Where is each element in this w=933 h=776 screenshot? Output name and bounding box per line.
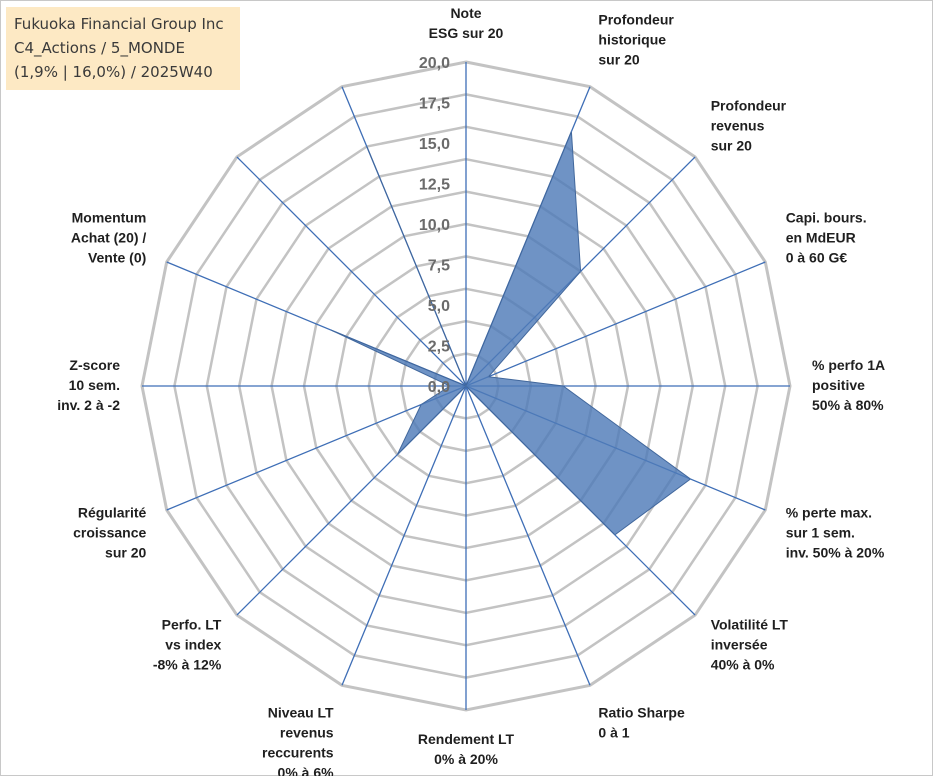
spoke-line: [465, 385, 591, 686]
axis-label-line: Profondeur: [711, 97, 787, 113]
data-point: [562, 385, 564, 387]
axis-label: Rendement LT 0% à 20%: [418, 731, 515, 767]
axis-label-line: Capi. bours.: [786, 210, 867, 226]
tick-label: 20,0: [419, 55, 450, 72]
axis-label: Momentum Achat (20) / Vente (0): [71, 210, 147, 266]
tick-label: 15,0: [419, 136, 450, 153]
axis-label-line: Perfo. LT: [162, 617, 222, 633]
axis-label-line: en MdEUR: [786, 230, 856, 246]
axis-label: Régularité croissance sur 20: [73, 504, 146, 560]
axis-label-line: ESG sur 20: [429, 25, 504, 41]
axis-label-line: Note: [450, 5, 481, 21]
axis-label-line: inv. 50% à 20%: [786, 544, 885, 560]
data-point: [366, 146, 368, 147]
axis-label-line: Profondeur: [598, 11, 674, 27]
tick-label: 10,0: [419, 217, 450, 234]
axis-label-line: reccurents: [262, 745, 334, 761]
axis-label-line: Vente (0): [88, 250, 146, 266]
data-point: [330, 329, 332, 331]
data-point: [465, 385, 467, 387]
data-point: [488, 376, 489, 378]
axis-label: Profondeur revenus sur 20: [711, 97, 787, 153]
axis-label-line: 0% à 6%: [278, 765, 335, 776]
axis-label-line: inversée: [711, 637, 768, 653]
spoke-line: [166, 385, 467, 511]
axis-label-line: Rendement LT: [418, 731, 515, 747]
axis-label-line: Momentum: [72, 210, 147, 226]
axis-label: % perfo 1A positive 50% à 80%: [812, 357, 885, 413]
axis-label-line: 10 sem.: [69, 377, 120, 393]
data-point: [570, 131, 572, 133]
tick-label: 7,5: [428, 258, 450, 275]
data-point: [449, 385, 451, 387]
axis-label-line: Niveau LT: [268, 705, 334, 721]
axis-label: Z-score 10 sem. inv. 2 à -2: [57, 357, 120, 413]
spoke-line: [341, 385, 467, 686]
tick-label: 12,5: [419, 177, 450, 194]
axis-label: % perte max. sur 1 sem. inv. 50% à 20%: [786, 504, 885, 560]
axis-label-line: sur 20: [598, 51, 639, 67]
axis-label-line: vs index: [165, 637, 221, 653]
tick-label: 2,5: [428, 339, 450, 356]
axis-label-line: Régularité: [78, 504, 147, 520]
axis-label-line: Z-score: [69, 357, 120, 373]
axis-label-line: positive: [812, 377, 865, 393]
axis-label-line: sur 1 sem.: [786, 524, 855, 540]
params-label: (1,9% | 16,0%) / 2025W40: [14, 63, 213, 81]
axis-label-line: 0% à 20%: [434, 751, 498, 767]
tick-label: 17,5: [419, 96, 450, 113]
axis-label-line: Volatilité LT: [711, 617, 789, 633]
axis-label-line: 0 à 1: [598, 725, 629, 741]
data-point: [420, 404, 422, 406]
company-name: Fukuoka Financial Group Inc: [14, 15, 224, 33]
tick-label: 0,0: [428, 379, 450, 396]
data-point: [614, 534, 616, 536]
axis-label-line: -8% à 12%: [153, 657, 222, 673]
axis-label: Volatilité LT inversée 40% à 0%: [711, 617, 789, 673]
data-point: [690, 478, 691, 480]
axis-label-line: revenus: [711, 117, 765, 133]
axis-label-line: Achat (20) /: [71, 230, 147, 246]
axis-label: Perfo. LT vs index -8% à 12%: [153, 617, 222, 673]
axis-label-line: 50% à 80%: [812, 397, 884, 413]
data-point: [396, 454, 398, 456]
axis-label-line: 40% à 0%: [711, 657, 775, 673]
axis-label-line: % perfo 1A: [812, 357, 885, 373]
data-point: [580, 270, 582, 272]
axis-label: Ratio Sharpe 0 à 1: [598, 705, 685, 741]
category-label: C4_Actions / 5_MONDE: [14, 39, 185, 57]
axis-label: Note ESG sur 20: [429, 5, 504, 41]
tick-label: 5,0: [428, 298, 450, 315]
axis-label-line: % perte max.: [786, 504, 872, 520]
axis-label-line: revenus: [280, 725, 334, 741]
axis-label: Niveau LT revenus reccurents 0% à 6%: [262, 705, 334, 776]
info-box: Fukuoka Financial Group Inc C4_Actions /…: [6, 7, 240, 90]
axis-label-line: croissance: [73, 524, 146, 540]
axis-label: Profondeur historique sur 20: [598, 11, 674, 67]
axis-label-line: sur 20: [105, 544, 146, 560]
axis-label: Capi. bours. en MdEUR 0 à 60 G€: [786, 210, 867, 266]
axis-label-line: sur 20: [711, 137, 752, 153]
axis-label-line: 0 à 60 G€: [786, 250, 848, 266]
axis-label-line: Ratio Sharpe: [598, 705, 685, 721]
spoke-line: [236, 156, 467, 387]
axis-label-line: historique: [598, 31, 666, 47]
spoke-line: [465, 261, 766, 387]
axis-label-line: inv. 2 à -2: [57, 397, 120, 413]
